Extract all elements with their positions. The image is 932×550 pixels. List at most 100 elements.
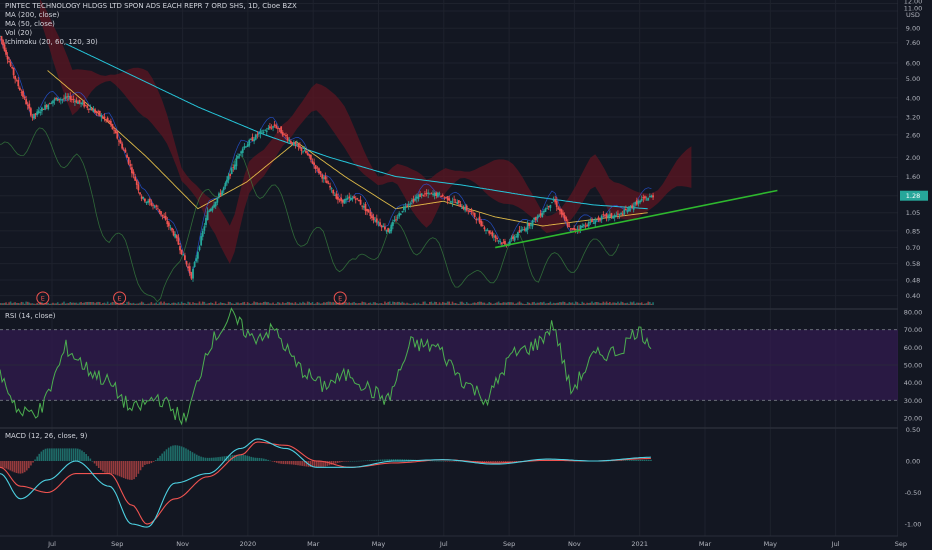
legend-rsi[interactable]: RSI (14, close) [5,312,56,320]
volume-bar [114,302,117,305]
candle-body [77,101,79,104]
volume-bar [243,301,246,305]
symbol-title[interactable]: PINTEC TECHNOLOGY HLDGS LTD SPON ADS EAC… [5,2,297,10]
candle-body [562,212,564,216]
volume-bar [218,303,220,305]
candle-body [44,105,46,110]
candle-body [557,207,560,210]
macd-histogram-bar [282,461,285,465]
candle-body [222,187,225,190]
macd-histogram-bar [399,459,401,461]
volume-bar [371,303,373,305]
volume-bar [607,302,609,305]
candle-body [623,209,626,215]
macd-histogram-bar [102,461,104,472]
volume-bar [412,302,415,305]
candle-body [483,227,486,230]
macd-histogram-bar [628,460,631,461]
volume-bar [230,303,233,305]
volume-bar [25,301,27,305]
macd-histogram-bar [611,460,614,462]
volume-bar [571,302,574,305]
time-tick-label: May [372,540,386,548]
candle-body [587,222,590,227]
volume-bar [197,303,199,305]
volume-bar [546,303,548,305]
volume-bar [44,303,46,305]
volume-bar [526,302,529,305]
rsi-tick-label: 20.00 [904,415,923,423]
legend-ma50[interactable]: MA (50, close) [5,20,55,28]
volume-bar [80,301,82,305]
time-axis[interactable]: Jul Sep Nov 2020 Mar May Jul Sep Nov 2021 Mar May Ju… [47,540,907,548]
macd-histogram-bar [299,461,301,466]
candle-body [401,211,404,213]
candle-body [579,225,582,231]
volume-bar [445,302,447,305]
macd-histogram-bar [492,461,494,463]
volume-bar [573,303,575,305]
candle-body [9,62,12,66]
candle-body [340,197,343,202]
macd-histogram-bar [76,448,79,461]
volume-bar [55,303,57,305]
candle-body [485,230,487,231]
legend-macd[interactable]: MACD (12, 26, close, 9) [5,432,88,440]
volume-bar [238,303,241,305]
candle-body [143,198,146,202]
volume-bar [425,303,428,305]
macd-histogram-bar [358,460,360,462]
earnings-marker[interactable]: E [333,291,347,305]
legend-ma200[interactable]: MA (200, close) [5,11,60,19]
candle-body [192,268,194,279]
macd-histogram-bar [280,461,282,464]
volume-bar [66,303,68,305]
main-legend: PINTEC TECHNOLOGY HLDGS LTD SPON ADS EAC… [5,2,297,47]
macd-histogram-bar [81,450,83,461]
volume-bar [500,303,503,305]
candle-body [15,80,18,82]
volume-bar [502,302,505,305]
volume-bar [409,303,412,305]
macd-histogram-bar [345,461,347,462]
volume-bar [377,303,380,305]
volume-bar [324,302,327,305]
volume-bar [621,302,624,305]
volume-bar [547,302,550,305]
candle-body [28,103,31,109]
candle-body [335,193,338,199]
rsi-pane [0,307,898,426]
volume-bar [609,301,611,305]
volume-bar [645,303,648,305]
macd-histogram-bar [263,458,265,461]
price-tick-label: 4.00 [906,94,920,102]
candle-body [632,205,635,210]
volume-bar [30,303,32,305]
price-tick-label: 9.00 [906,25,920,33]
candle-body [132,171,135,175]
volume-bar [106,301,109,305]
volume-bar [60,303,62,305]
macd-histogram-bar [174,445,176,461]
candle-body [100,115,103,118]
earnings-marker[interactable]: E [36,291,50,305]
volume-bar [356,303,359,305]
candle-body [582,224,585,226]
volume-bar [235,302,238,305]
candle-body [299,145,301,148]
legend-ichimoku[interactable]: Ichimoku (20, 60, 120, 30) [5,38,98,46]
candle-body [467,210,470,212]
legend-vol[interactable]: Vol (20) [5,29,33,37]
macd-histogram-bar [9,461,12,471]
macd-legend: MACD (12, 26, close, 9) [5,432,87,441]
candle-body [515,236,518,237]
volume-bar [478,301,481,305]
time-tick-label: Jul [831,540,840,548]
candle-body [456,202,459,205]
trendline[interactable] [495,189,778,249]
candle-body [424,193,426,195]
earnings-marker[interactable]: E [113,291,127,305]
candle-body [261,130,263,132]
